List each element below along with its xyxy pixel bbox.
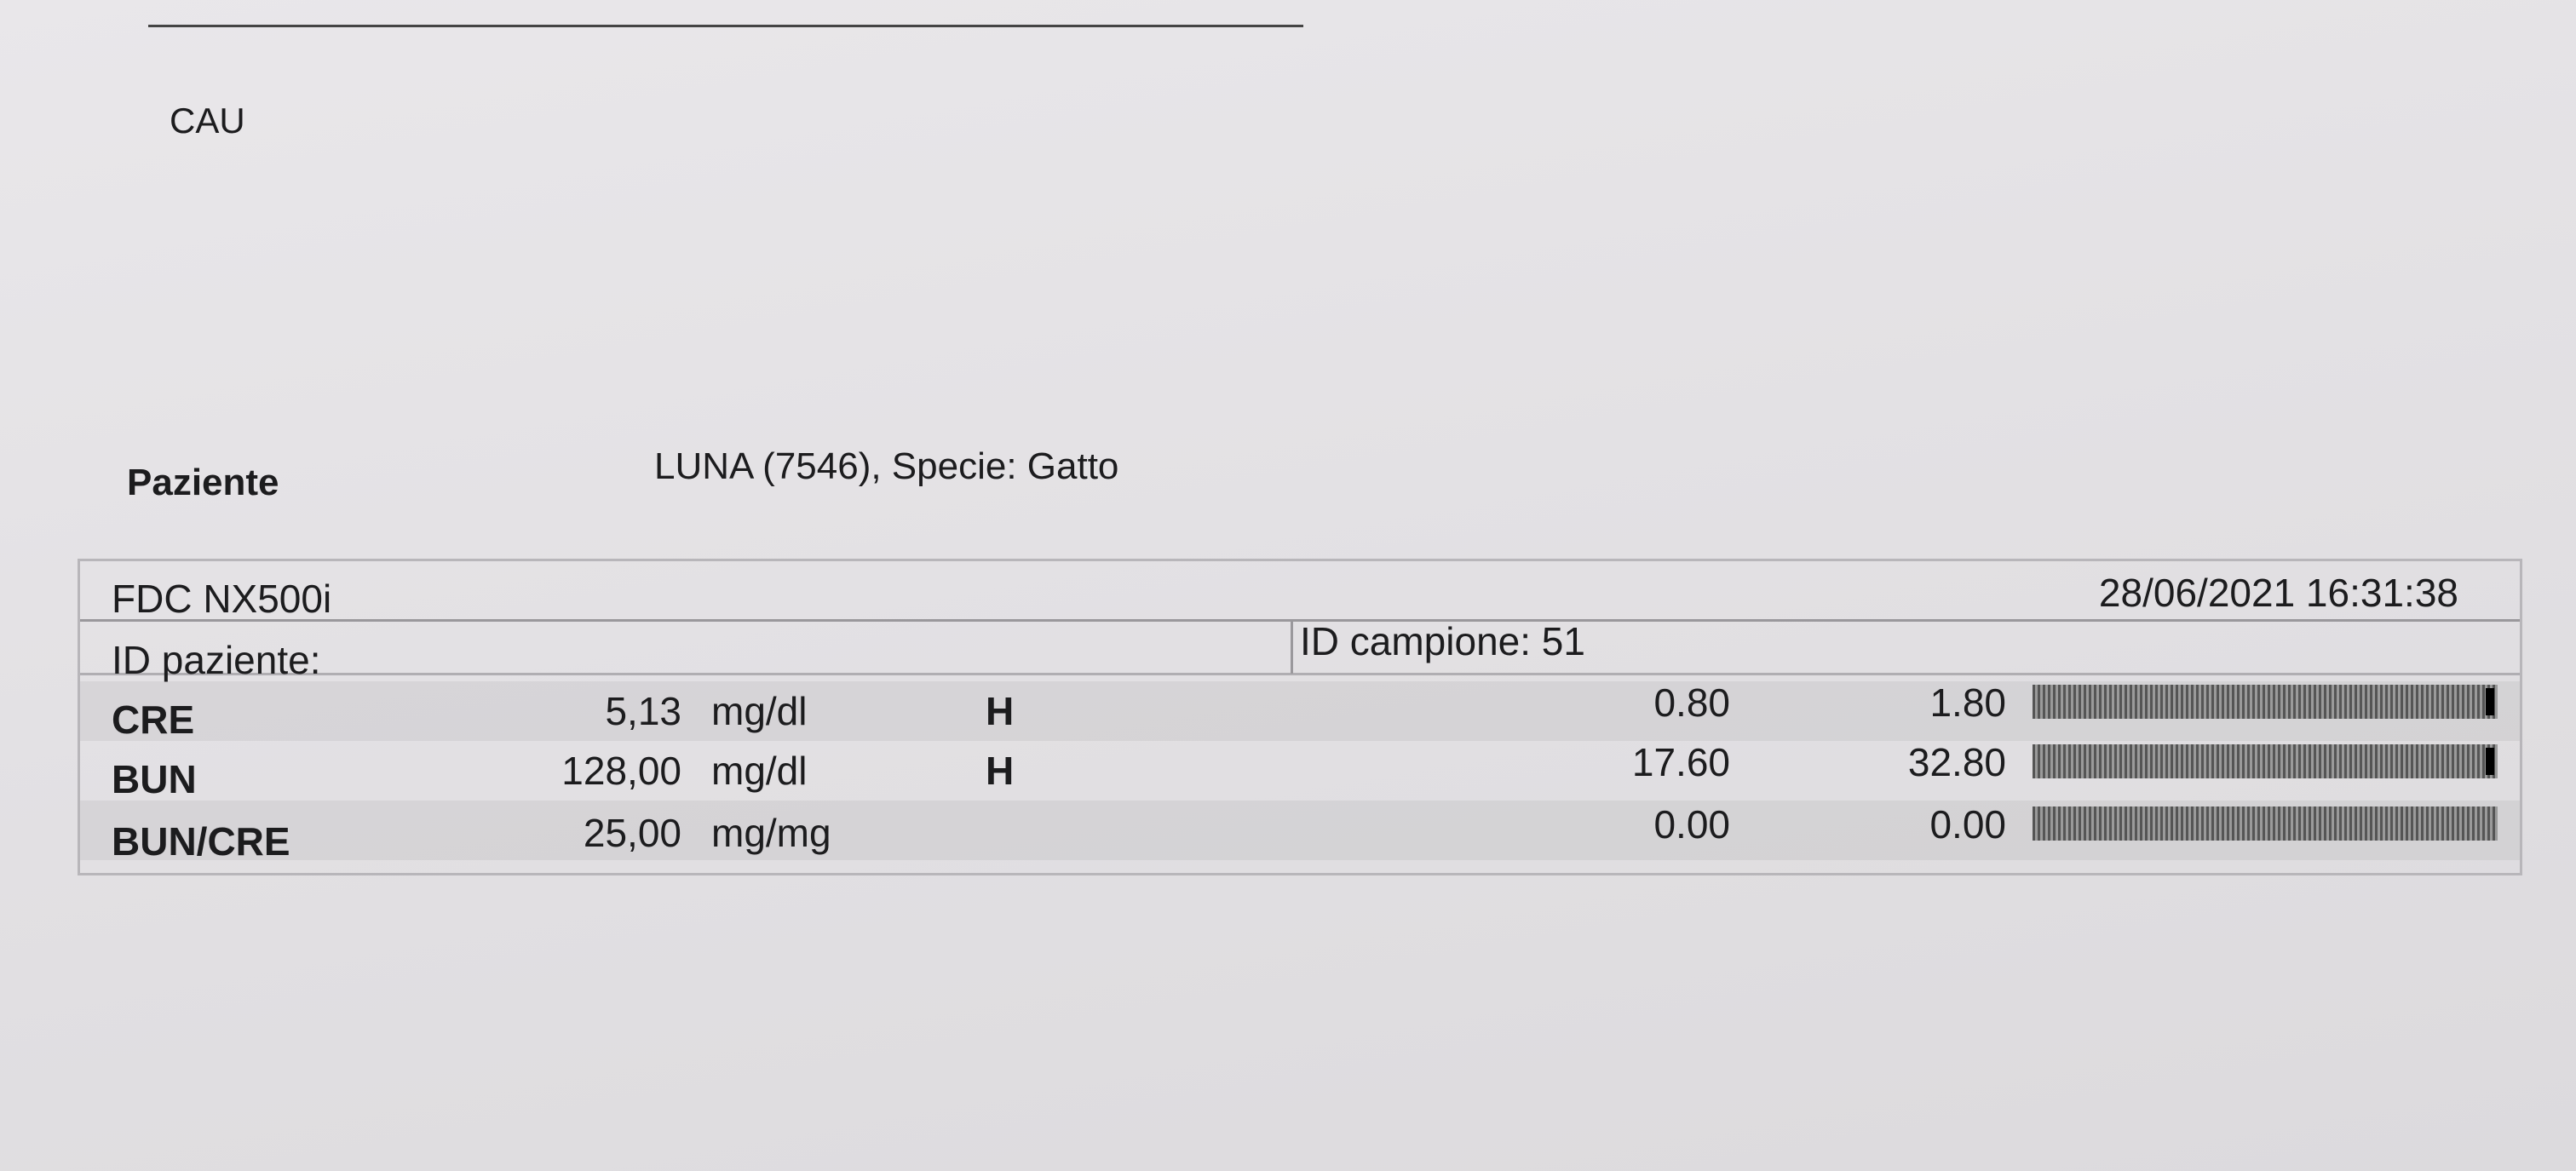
value: 25,00 bbox=[583, 811, 681, 855]
datetime: 28/06/2021 16:31:38 bbox=[2098, 571, 2458, 615]
range-high: 32.80 bbox=[1907, 740, 2006, 784]
patient-id-label: ID paziente: bbox=[112, 638, 321, 682]
instrument: FDC NX500i bbox=[112, 577, 332, 621]
range-high: 1.80 bbox=[1929, 680, 2006, 725]
range-marker bbox=[2486, 748, 2494, 775]
unit: mg/dl bbox=[711, 689, 808, 733]
code: CAU bbox=[170, 100, 245, 141]
unit: mg/mg bbox=[711, 811, 831, 855]
range-high: 0.00 bbox=[1929, 802, 2006, 847]
unit: mg/dl bbox=[711, 749, 808, 793]
flag: H bbox=[986, 749, 1015, 793]
results-box bbox=[78, 559, 2522, 875]
test-name: BUN/CRE bbox=[112, 819, 290, 864]
divider bbox=[80, 619, 2520, 622]
divider bbox=[1291, 619, 1293, 674]
range-bar bbox=[2033, 744, 2498, 778]
test-name: BUN bbox=[112, 757, 197, 801]
range-bar bbox=[2033, 685, 2498, 719]
range-low: 0.00 bbox=[1653, 802, 1730, 847]
patient-info: LUNA (7546), Specie: Gatto bbox=[654, 445, 1119, 487]
sample-id: ID campione: 51 bbox=[1300, 619, 1585, 663]
flag: H bbox=[986, 689, 1015, 733]
range-bar bbox=[2033, 806, 2498, 841]
patient-label: Paziente bbox=[127, 462, 279, 503]
top-rule bbox=[148, 25, 1303, 27]
test-name: CRE bbox=[112, 697, 195, 742]
value: 128,00 bbox=[561, 749, 681, 793]
range-low: 17.60 bbox=[1631, 740, 1730, 784]
range-low: 0.80 bbox=[1653, 680, 1730, 725]
range-marker bbox=[2486, 688, 2494, 715]
divider bbox=[80, 673, 2520, 675]
value: 5,13 bbox=[605, 689, 681, 733]
